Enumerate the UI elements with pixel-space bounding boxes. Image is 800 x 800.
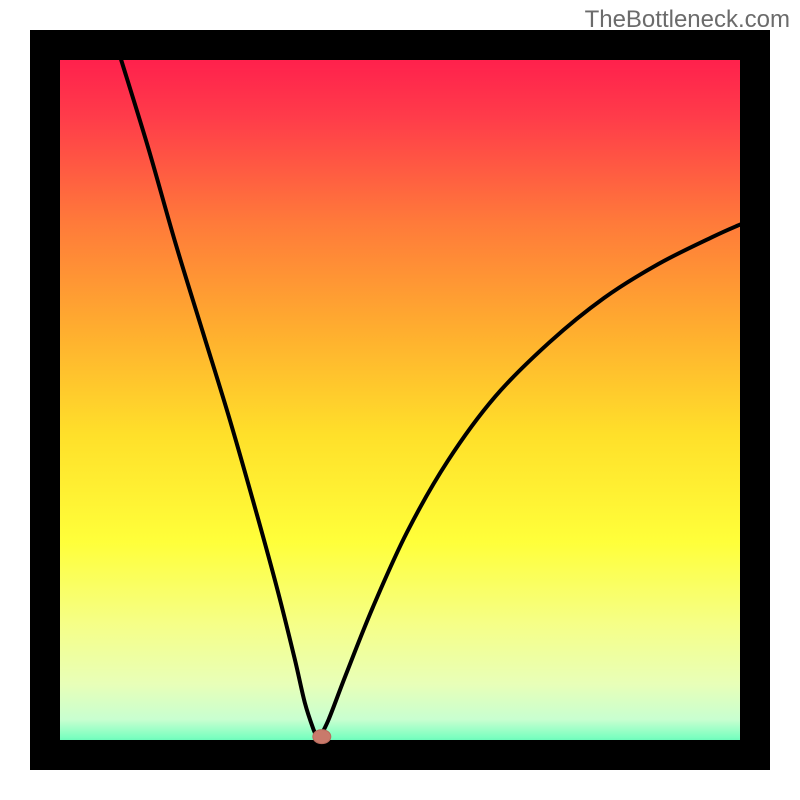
bottleneck-chart (0, 0, 800, 800)
watermark-text: TheBottleneck.com (585, 6, 790, 34)
minimum-marker (313, 730, 331, 744)
plot-background (45, 45, 755, 755)
chart-container: TheBottleneck.com (0, 0, 800, 800)
